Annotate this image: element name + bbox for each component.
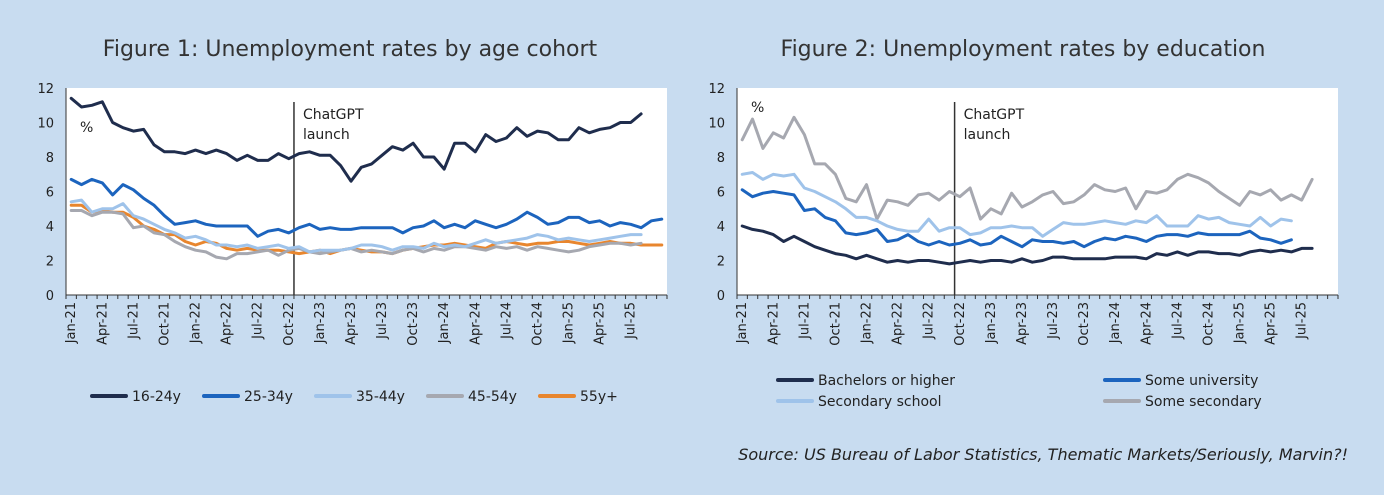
series-line-35-44y (69, 198, 643, 254)
legend-label: 45-54y (468, 389, 517, 405)
chart-title: Figure 1: Unemployment rates by age coho… (103, 37, 598, 62)
x-tick-label: Jul-22 (251, 302, 266, 340)
x-tick-label: Jul-21 (797, 302, 812, 340)
legend-label: Some university (1145, 373, 1258, 389)
y-tick-label: 2 (717, 255, 725, 270)
x-tick-label: Apr-23 (344, 302, 359, 345)
x-tick-label: Apr-23 (1015, 302, 1030, 345)
annotation-text: ChatGPT (303, 107, 364, 123)
y-tick-label: 4 (717, 220, 725, 235)
legend-label: Secondary school (818, 394, 941, 410)
series-line-25-34y (69, 177, 664, 238)
y-tick-label: 10 (708, 117, 725, 132)
y-tick-label: 4 (46, 220, 54, 235)
x-tick-label: Jan-25 (562, 302, 577, 344)
x-tick-label: Jan-22 (860, 302, 875, 344)
series-line-secondary-school (740, 171, 1293, 238)
unit-label: % (80, 120, 93, 136)
y-tick-label: 8 (717, 151, 725, 166)
x-tick-label: Jan-24 (1108, 302, 1123, 344)
x-tick-label: Apr-25 (1264, 302, 1279, 345)
y-tick-label: 2 (46, 255, 54, 270)
y-tick-label: 8 (46, 151, 54, 166)
x-tick-label: Oct-24 (1202, 302, 1217, 346)
x-tick-label: Oct-22 (953, 302, 968, 346)
x-tick-label: Jan-24 (437, 302, 452, 344)
figure-1: Figure 1: Unemployment rates by age coho… (37, 37, 668, 405)
annotation-text: ChatGPT (964, 107, 1025, 123)
plot-area (737, 88, 1338, 295)
series-line-16-24y (69, 96, 643, 183)
x-tick-label: Apr-21 (766, 302, 781, 345)
x-tick-label: Jul-23 (1046, 302, 1061, 340)
x-tick-label: Oct-21 (157, 302, 172, 346)
x-tick-label: Oct-24 (531, 302, 546, 346)
x-tick-label: Apr-22 (891, 302, 906, 345)
y-tick-label: 12 (37, 82, 54, 97)
legend-label: 16-24y (132, 389, 181, 405)
annotation-text: launch (303, 127, 350, 143)
legend-label: Bachelors or higher (818, 373, 955, 389)
plot-area (66, 88, 667, 295)
y-tick-label: 6 (46, 186, 54, 201)
x-tick-label: Apr-24 (1139, 302, 1154, 345)
x-tick-label: Jan-21 (735, 302, 750, 344)
legend-label: Some secondary (1145, 394, 1262, 410)
x-tick-label: Oct-23 (1077, 302, 1092, 346)
x-tick-label: Jul-23 (375, 302, 390, 340)
x-tick-label: Jan-23 (313, 302, 328, 344)
series-line-some-secondary (740, 115, 1314, 221)
legend-label: 35-44y (356, 389, 405, 405)
y-tick-label: 0 (46, 289, 54, 304)
x-tick-label: Jul-25 (624, 302, 639, 340)
y-tick-label: 6 (717, 186, 725, 201)
chart-title: Figure 2: Unemployment rates by educatio… (781, 37, 1266, 62)
x-tick-label: Apr-25 (593, 302, 608, 345)
y-tick-label: 12 (708, 82, 725, 97)
series-line-45-54y (69, 209, 643, 261)
figure-2: Figure 2: Unemployment rates by educatio… (708, 37, 1339, 410)
y-tick-label: 10 (37, 117, 54, 132)
x-tick-label: Jan-25 (1233, 302, 1248, 344)
x-tick-label: Oct-22 (282, 302, 297, 346)
series-line-some-university (740, 188, 1293, 249)
legend-label: 25-34y (244, 389, 293, 405)
x-tick-label: Jul-24 (499, 302, 514, 340)
x-tick-label: Jul-24 (1170, 302, 1185, 340)
x-tick-label: Oct-23 (406, 302, 421, 346)
legend-label: 55y+ (580, 389, 618, 405)
x-tick-label: Jul-22 (922, 302, 937, 340)
source-note: Source: US Bureau of Labor Statistics, T… (738, 445, 1348, 464)
x-tick-label: Jul-25 (1295, 302, 1310, 340)
series-line-bachelors-or-higher (740, 224, 1314, 266)
x-tick-label: Apr-22 (220, 302, 235, 345)
x-tick-label: Apr-21 (95, 302, 110, 345)
x-tick-label: Jan-23 (984, 302, 999, 344)
unit-label: % (751, 100, 764, 116)
annotation-text: launch (964, 127, 1011, 143)
x-tick-label: Jan-22 (189, 302, 204, 344)
x-tick-label: Jan-21 (64, 302, 79, 344)
y-tick-label: 0 (717, 289, 725, 304)
x-tick-label: Oct-21 (828, 302, 843, 346)
x-tick-label: Jul-21 (126, 302, 141, 340)
x-tick-label: Apr-24 (468, 302, 483, 345)
